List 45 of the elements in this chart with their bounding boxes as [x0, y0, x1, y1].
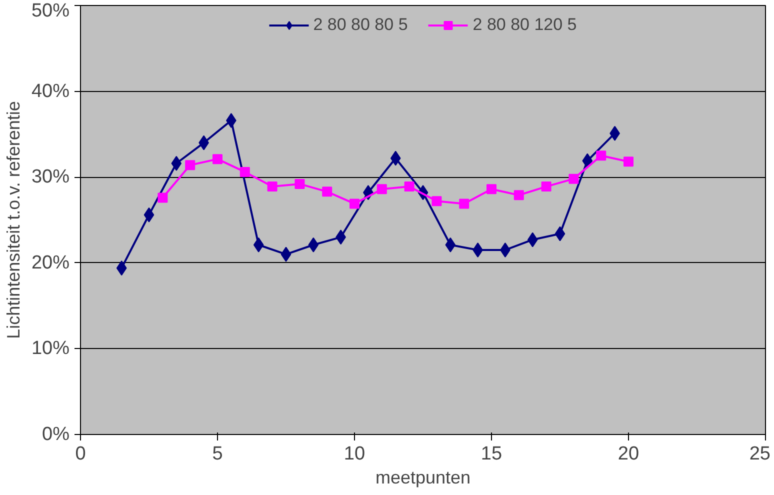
- x-tick-label: 20: [618, 444, 640, 464]
- point: [596, 150, 606, 161]
- legend-label: 2 80 80 80 5: [313, 15, 408, 35]
- point: [294, 178, 305, 189]
- point: [253, 237, 264, 252]
- point: [459, 198, 470, 209]
- y-tick-label: 0%: [42, 424, 70, 445]
- x-tick-label: 25: [749, 444, 771, 464]
- point: [390, 150, 401, 166]
- x-tick-label: 0: [75, 444, 86, 464]
- point: [350, 198, 360, 209]
- point: [158, 192, 168, 203]
- point: [185, 160, 196, 170]
- legend-label: 2 80 80 120 5: [472, 15, 577, 35]
- y-tick-label: 10%: [31, 338, 70, 360]
- x-axis-title: meetpunten: [375, 468, 471, 488]
- x-tick-label: 15: [480, 444, 502, 464]
- x-tick-label: 5: [212, 444, 223, 464]
- point: [514, 190, 524, 200]
- point: [527, 232, 538, 248]
- point: [624, 156, 634, 167]
- point: [582, 153, 593, 168]
- point: [322, 186, 332, 197]
- y-tick-label: 20%: [31, 252, 70, 274]
- point: [554, 226, 566, 242]
- point: [376, 184, 387, 194]
- y-tick-label: 30%: [31, 166, 70, 188]
- point: [432, 196, 442, 206]
- point: [404, 182, 414, 192]
- point: [240, 166, 250, 177]
- point: [308, 237, 319, 252]
- y-tick-label: 40%: [31, 80, 70, 102]
- y-tick-label: 50%: [31, 0, 70, 22]
- point: [144, 207, 154, 222]
- point: [212, 154, 222, 164]
- y-axis-title: Lichtintensiteit t.o.v. referentie: [3, 101, 24, 339]
- point: [568, 174, 579, 184]
- point: [267, 182, 278, 192]
- point: [171, 156, 182, 171]
- point: [280, 246, 292, 262]
- x-tick-label: 10: [344, 444, 366, 464]
- point: [541, 182, 552, 192]
- point: [445, 237, 456, 252]
- point: [486, 184, 496, 194]
- point: [116, 260, 127, 276]
